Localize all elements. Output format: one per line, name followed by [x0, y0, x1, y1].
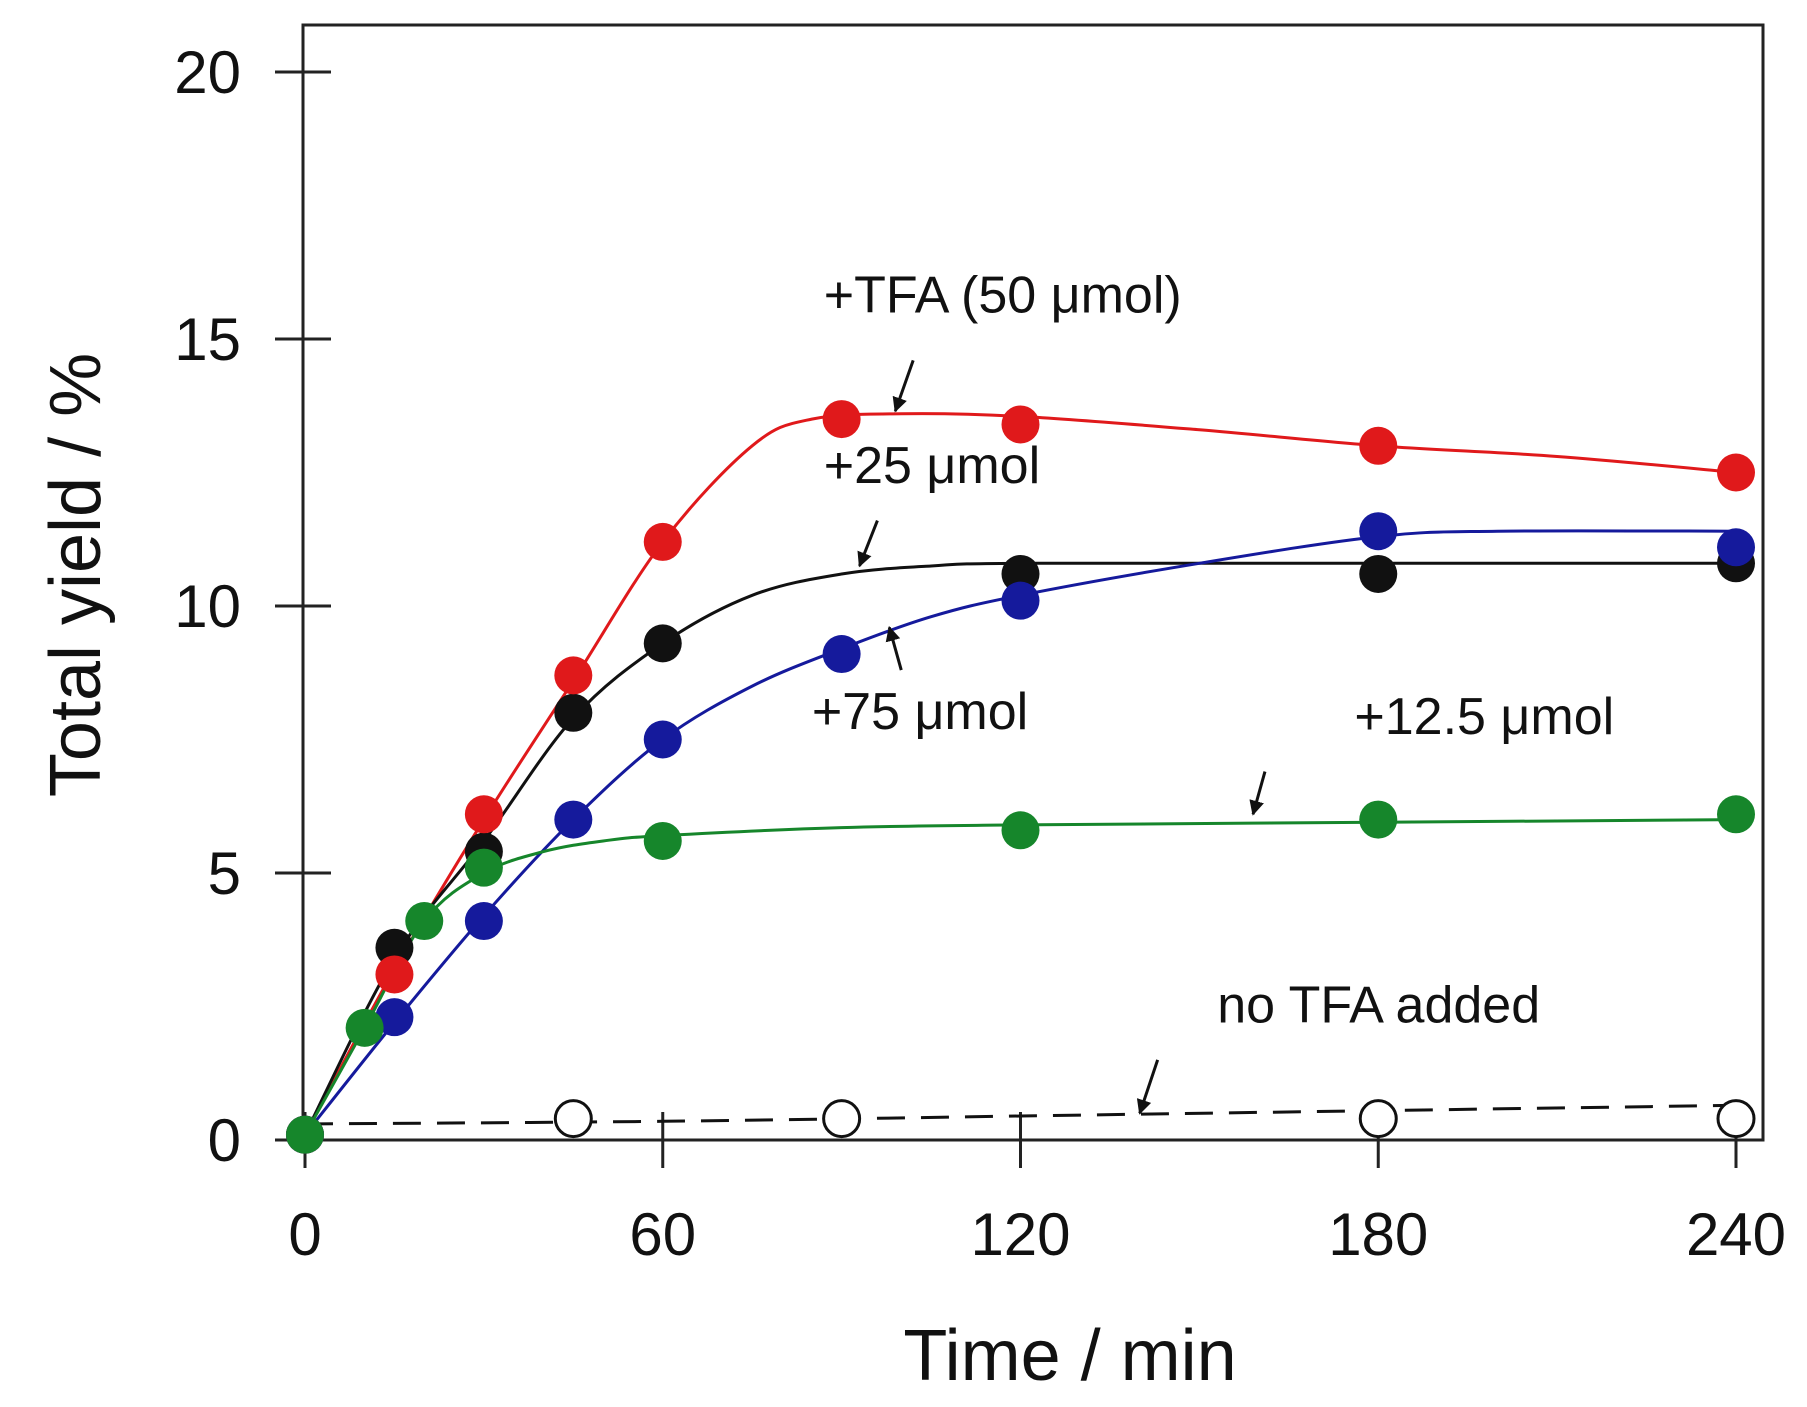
y-axis: 0 5 10 15 20	[174, 39, 331, 1174]
annotations: +TFA (50 μmol) +25 μmol +75 μmol +12.5 μmol…	[812, 266, 1614, 1115]
data-point-75-mol	[1717, 528, 1755, 567]
data-point-25-mol	[554, 693, 593, 732]
data-point-tfa-50-mol	[1359, 426, 1398, 465]
annotation-label-75-mol: +75 μmol	[812, 683, 1028, 741]
plot-frame	[301, 23, 1765, 1142]
annotation-arrow-25-mol	[857, 520, 879, 568]
x-tick-label: 0	[288, 1201, 321, 1268]
data-point-75-mol	[1359, 512, 1398, 551]
y-tick-label: 0	[208, 1107, 241, 1174]
data-point-75-mol	[464, 902, 503, 941]
data-point-75-mol	[554, 800, 593, 839]
data-point-no-tfa-added	[1716, 1099, 1756, 1139]
data-point-12-5-mol	[1359, 800, 1398, 839]
annotation-arrow-75-mol	[885, 625, 903, 671]
x-axis: 0 60 120 180 240	[288, 1112, 1786, 1268]
data-point-12-5-mol	[1717, 795, 1755, 834]
y-tick-label: 5	[208, 840, 241, 907]
y-tick-label: 20	[174, 39, 241, 106]
data-point-25-mol	[1001, 554, 1040, 593]
annotation-label-tfa-50-mol: +TFA (50 μmol)	[824, 266, 1182, 324]
annotation-label-12-5-mol: +12.5 μmol	[1354, 688, 1614, 746]
annotation-arrow-no-tfa-added	[1136, 1059, 1160, 1115]
data-point-12-5-mol	[405, 902, 444, 941]
data-point-tfa-50-mol	[375, 955, 414, 994]
data-point-12-5-mol	[464, 848, 503, 887]
x-tick-label: 240	[1686, 1201, 1786, 1268]
annotation-label-no-tfa-added: no TFA added	[1217, 977, 1540, 1035]
data-point-12-5-mol	[1001, 811, 1040, 850]
data-point-25-mol	[643, 624, 682, 663]
data-point-75-mol	[375, 998, 414, 1037]
y-axis-label: Total yield / %	[36, 353, 116, 797]
data-point-no-tfa-added	[553, 1099, 593, 1139]
data-points	[286, 400, 1756, 1154]
series-curve-25-mol	[303, 561, 1736, 1136]
annotation-arrow-tfa-50-mol	[892, 359, 915, 413]
data-point-25-mol	[375, 928, 414, 967]
data-point-75-mol	[822, 635, 861, 674]
data-point-tfa-50-mol	[1001, 405, 1040, 444]
x-tick-label: 120	[970, 1201, 1070, 1268]
annotation-label-25-mol: +25 μmol	[824, 437, 1040, 495]
x-tick-label: 180	[1328, 1201, 1428, 1268]
data-point-tfa-50-mol	[822, 400, 861, 439]
series-curve-no-tfa-added	[304, 1103, 1737, 1126]
data-point-tfa-50-mol	[554, 656, 593, 695]
data-point-tfa-50-mol	[1717, 453, 1755, 492]
data-point-tfa-50-mol	[643, 522, 682, 561]
data-point-12-5-mol	[643, 821, 682, 860]
x-axis-label: Time / min	[903, 1316, 1236, 1396]
data-point-tfa-50-mol	[464, 795, 503, 834]
data-point-75-mol	[643, 720, 682, 759]
y-tick-label: 15	[174, 306, 241, 373]
y-tick-label: 10	[174, 573, 241, 640]
data-point-12-5-mol	[345, 1008, 384, 1047]
data-point-no-tfa-added	[822, 1099, 862, 1139]
data-point-12-5-mol	[286, 1115, 324, 1154]
data-point-75-mol	[1001, 581, 1040, 620]
x-tick-label: 60	[629, 1201, 696, 1268]
annotation-arrow-12-5-mol	[1249, 771, 1267, 816]
data-point-no-tfa-added	[1358, 1099, 1398, 1139]
data-point-25-mol	[1359, 554, 1398, 593]
